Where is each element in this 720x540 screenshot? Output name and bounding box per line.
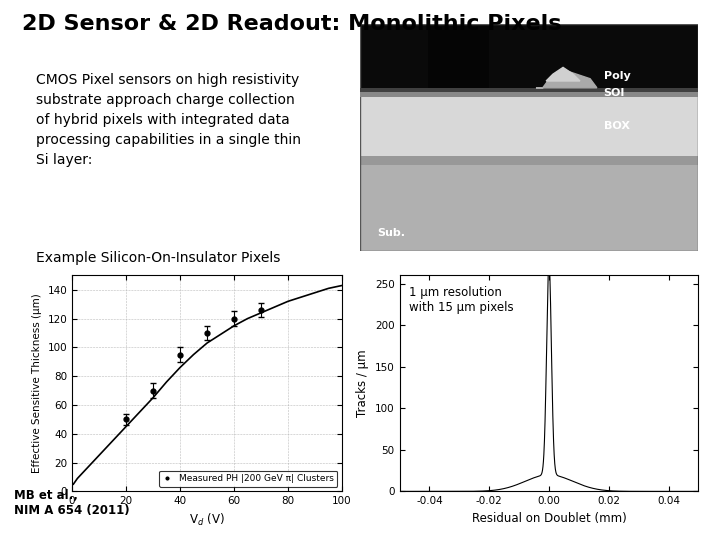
Text: SOI: SOI [603, 89, 625, 98]
Bar [360, 88, 698, 92]
X-axis label: V$_d$ (V): V$_d$ (V) [189, 512, 225, 528]
Text: Sub.: Sub. [377, 228, 405, 238]
Bar [428, 24, 489, 126]
Y-axis label: Effective Sensitive Thickness (μm): Effective Sensitive Thickness (μm) [32, 294, 42, 473]
Text: BOX: BOX [603, 122, 630, 131]
Polygon shape [546, 68, 580, 81]
Bar [360, 97, 698, 156]
Bar [360, 156, 698, 251]
Legend: Measured PH |200 GeV π| Clusters: Measured PH |200 GeV π| Clusters [159, 471, 338, 487]
Bar [360, 156, 698, 165]
Polygon shape [536, 70, 597, 88]
Bar [360, 24, 698, 88]
Text: CMOS Pixel sensors on high resistivity
substrate approach charge collection
of h: CMOS Pixel sensors on high resistivity s… [36, 73, 301, 167]
Bar [360, 88, 698, 97]
Bar [360, 92, 698, 97]
X-axis label: Residual on Doublet (mm): Residual on Doublet (mm) [472, 512, 626, 525]
Text: 2D Sensor & 2D Readout: Monolithic Pixels: 2D Sensor & 2D Readout: Monolithic Pixel… [22, 14, 561, 33]
Text: 1 μm resolution
with 15 μm pixels: 1 μm resolution with 15 μm pixels [408, 286, 513, 314]
Text: Poly: Poly [603, 71, 631, 82]
Y-axis label: Tracks / μm: Tracks / μm [356, 349, 369, 417]
Text: Example Silicon-On-Insulator Pixels: Example Silicon-On-Insulator Pixels [36, 251, 280, 265]
Text: MB et al.,
NIM A 654 (2011): MB et al., NIM A 654 (2011) [14, 489, 130, 517]
